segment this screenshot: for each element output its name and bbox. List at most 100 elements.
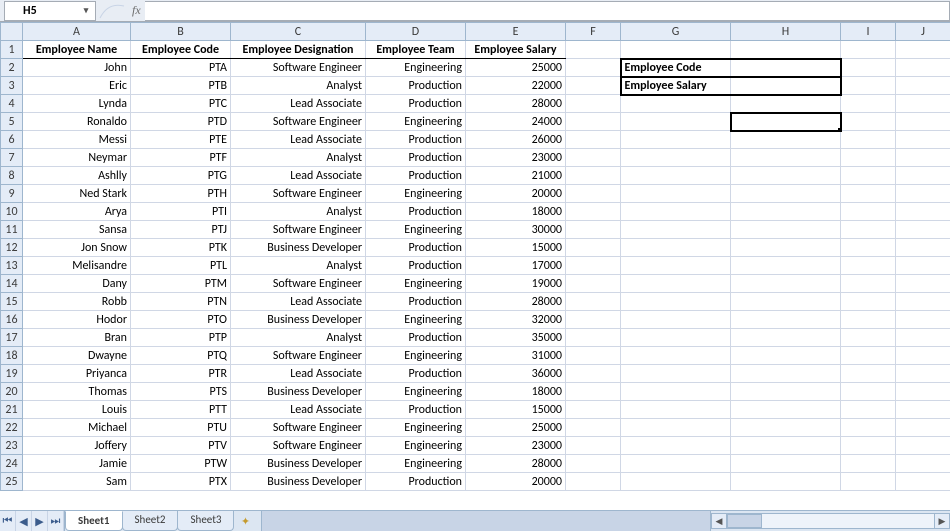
cell[interactable]: Software Engineer xyxy=(231,185,366,203)
sheet-nav-first-icon[interactable]: ⏮ xyxy=(0,511,16,531)
row-header-5[interactable]: 5 xyxy=(1,113,23,131)
cell[interactable] xyxy=(731,419,841,437)
spreadsheet-grid[interactable]: ABCDEFGHIJ1Employee NameEmployee CodeEmp… xyxy=(0,22,950,510)
cell[interactable]: Analyst xyxy=(231,149,366,167)
cell[interactable] xyxy=(841,113,896,131)
cell[interactable]: 25000 xyxy=(466,59,566,77)
cell[interactable]: PTI xyxy=(131,203,231,221)
cell[interactable]: PTU xyxy=(131,419,231,437)
cell[interactable]: Production xyxy=(366,473,466,491)
sheet-nav-prev-icon[interactable]: ◀ xyxy=(16,511,32,531)
cell[interactable] xyxy=(841,221,896,239)
cell[interactable]: PTM xyxy=(131,275,231,293)
cell[interactable] xyxy=(731,347,841,365)
cell[interactable]: Lead Associate xyxy=(231,95,366,113)
cell[interactable]: Business Developer xyxy=(231,455,366,473)
cell[interactable] xyxy=(731,95,841,113)
cell[interactable]: 20000 xyxy=(466,185,566,203)
cell[interactable] xyxy=(896,383,950,401)
cell[interactable] xyxy=(841,383,896,401)
cell[interactable] xyxy=(896,41,950,59)
cell[interactable]: Analyst xyxy=(231,257,366,275)
cell[interactable]: Production xyxy=(366,329,466,347)
cell[interactable]: 31000 xyxy=(466,347,566,365)
cell[interactable] xyxy=(896,77,950,95)
cell[interactable]: Production xyxy=(366,203,466,221)
cell[interactable] xyxy=(566,347,621,365)
cell[interactable] xyxy=(731,131,841,149)
cell[interactable]: PTX xyxy=(131,473,231,491)
row-header-24[interactable]: 24 xyxy=(1,455,23,473)
cell[interactable] xyxy=(566,41,621,59)
cell[interactable]: Software Engineer xyxy=(231,113,366,131)
cell[interactable] xyxy=(621,275,731,293)
cell[interactable] xyxy=(621,383,731,401)
cell[interactable] xyxy=(841,437,896,455)
cell[interactable]: Software Engineer xyxy=(231,437,366,455)
cell[interactable]: Analyst xyxy=(231,329,366,347)
cell[interactable] xyxy=(731,383,841,401)
cell[interactable]: Production xyxy=(366,401,466,419)
cell[interactable] xyxy=(731,185,841,203)
row-header-16[interactable]: 16 xyxy=(1,311,23,329)
row-header-19[interactable]: 19 xyxy=(1,365,23,383)
cell[interactable]: 26000 xyxy=(466,131,566,149)
header-cell[interactable]: Employee Name xyxy=(23,41,131,59)
row-header-17[interactable]: 17 xyxy=(1,329,23,347)
row-header-8[interactable]: 8 xyxy=(1,167,23,185)
cell[interactable]: Production xyxy=(366,293,466,311)
cell[interactable] xyxy=(731,203,841,221)
cell[interactable]: Thomas xyxy=(23,383,131,401)
cell[interactable]: Production xyxy=(366,239,466,257)
cell[interactable] xyxy=(566,185,621,203)
cell[interactable]: 25000 xyxy=(466,419,566,437)
cell[interactable] xyxy=(621,473,731,491)
cell[interactable]: Production xyxy=(366,149,466,167)
header-cell[interactable]: Employee Salary xyxy=(466,41,566,59)
select-all-cell[interactable] xyxy=(1,23,23,41)
cell[interactable] xyxy=(621,419,731,437)
cell[interactable] xyxy=(896,419,950,437)
cell[interactable] xyxy=(896,401,950,419)
cell[interactable]: Engineering xyxy=(366,59,466,77)
cell[interactable] xyxy=(731,41,841,59)
cell[interactable] xyxy=(566,275,621,293)
cell[interactable] xyxy=(841,41,896,59)
cell[interactable]: Bran xyxy=(23,329,131,347)
cell[interactable] xyxy=(841,311,896,329)
cell[interactable]: 15000 xyxy=(466,401,566,419)
cell[interactable]: PTE xyxy=(131,131,231,149)
cell[interactable] xyxy=(566,221,621,239)
cell[interactable]: Messi xyxy=(23,131,131,149)
cell[interactable] xyxy=(621,95,731,113)
cell[interactable] xyxy=(896,275,950,293)
cell[interactable]: Dany xyxy=(23,275,131,293)
col-header-G[interactable]: G xyxy=(621,23,731,41)
cell[interactable] xyxy=(566,293,621,311)
cell[interactable]: 23000 xyxy=(466,149,566,167)
cell[interactable]: Eric xyxy=(23,77,131,95)
cell[interactable]: 32000 xyxy=(466,311,566,329)
new-sheet-icon[interactable]: ✦ xyxy=(233,511,257,531)
cell[interactable]: Business Developer xyxy=(231,473,366,491)
cell[interactable] xyxy=(621,203,731,221)
cell[interactable]: PTK xyxy=(131,239,231,257)
cell[interactable] xyxy=(841,239,896,257)
cell[interactable] xyxy=(731,401,841,419)
cell[interactable]: Employee Salary xyxy=(621,77,731,95)
cell[interactable]: Engineering xyxy=(366,419,466,437)
cell[interactable]: Joffery xyxy=(23,437,131,455)
cell[interactable]: Business Developer xyxy=(231,383,366,401)
cell[interactable] xyxy=(621,41,731,59)
cell[interactable]: PTR xyxy=(131,365,231,383)
cell[interactable]: 21000 xyxy=(466,167,566,185)
cell[interactable]: Lead Associate xyxy=(231,167,366,185)
formula-input[interactable] xyxy=(145,1,950,21)
cell[interactable] xyxy=(841,95,896,113)
row-header-23[interactable]: 23 xyxy=(1,437,23,455)
cell[interactable] xyxy=(566,365,621,383)
cell[interactable] xyxy=(566,167,621,185)
cell[interactable] xyxy=(896,473,950,491)
cell[interactable] xyxy=(621,131,731,149)
cell[interactable]: Engineering xyxy=(366,185,466,203)
